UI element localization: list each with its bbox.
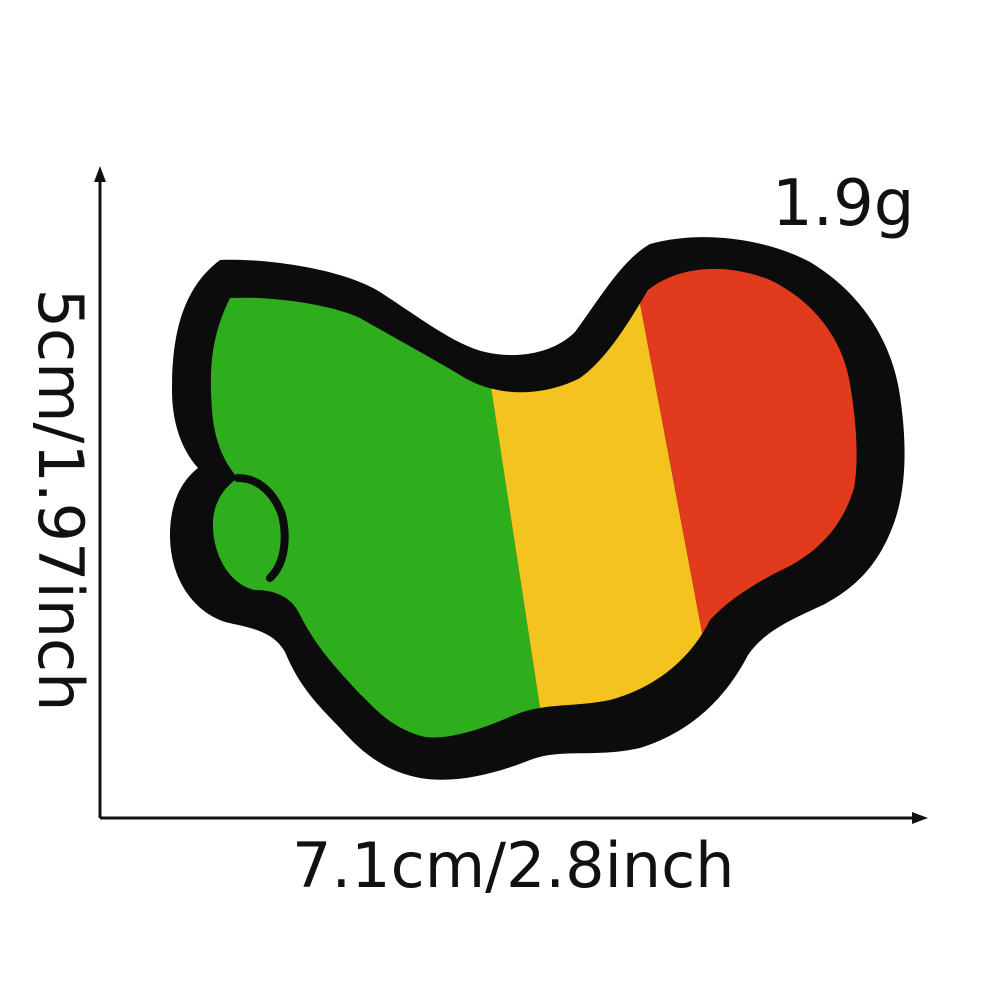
patch-fill — [210, 268, 857, 738]
weight-label: 1.9g — [772, 167, 915, 241]
patch-inner-border-detail — [234, 474, 289, 582]
width-dimension-label: 7.1cm/2.8inch — [292, 829, 735, 902]
vertical-axis-arrow-icon — [94, 166, 106, 182]
horizontal-axis-arrow-icon — [912, 812, 928, 824]
height-dimension-label: 5cm/1.97inch — [24, 288, 97, 712]
